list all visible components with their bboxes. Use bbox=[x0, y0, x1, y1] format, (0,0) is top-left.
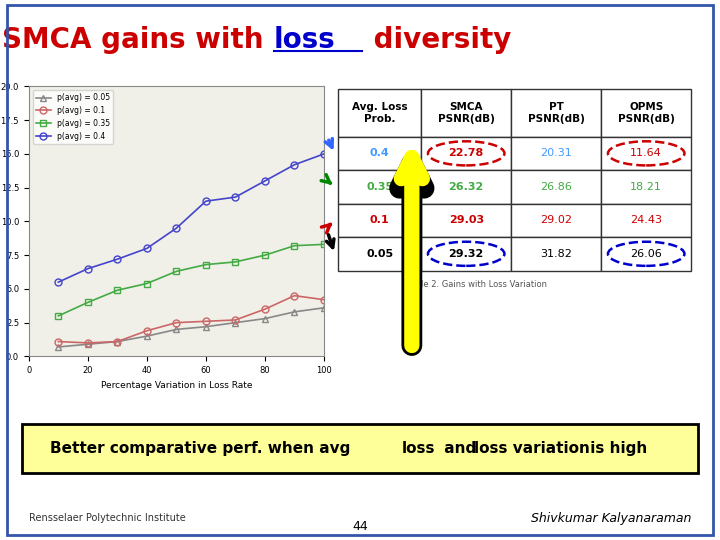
p(avg) = 0.35 bbox=[202, 261, 210, 268]
Bar bbox=[511, 170, 601, 204]
p(avg) = 0.4 bbox=[54, 279, 63, 285]
Text: 26.86: 26.86 bbox=[540, 182, 572, 192]
X-axis label: Percentage Variation in Loss Rate: Percentage Variation in Loss Rate bbox=[101, 381, 252, 390]
Line: p(avg) = 0.05: p(avg) = 0.05 bbox=[55, 305, 328, 350]
Text: diversity: diversity bbox=[364, 26, 511, 55]
p(avg) = 0.35 bbox=[54, 313, 63, 319]
Bar bbox=[22, 424, 698, 472]
p(avg) = 0.1 bbox=[231, 316, 240, 323]
Line: p(avg) = 0.35: p(avg) = 0.35 bbox=[55, 241, 328, 319]
p(avg) = 0.35 bbox=[261, 252, 269, 258]
Text: Shivkumar Kalyanaraman: Shivkumar Kalyanaraman bbox=[531, 512, 691, 525]
Text: loss variation: loss variation bbox=[474, 441, 590, 456]
Bar bbox=[338, 89, 421, 137]
Text: 31.82: 31.82 bbox=[540, 249, 572, 259]
Text: 22.78: 22.78 bbox=[449, 148, 484, 158]
p(avg) = 0.35 bbox=[290, 242, 299, 249]
Bar bbox=[511, 237, 601, 271]
Bar bbox=[338, 204, 421, 237]
Text: 26.06: 26.06 bbox=[630, 249, 662, 259]
Bar bbox=[421, 237, 511, 271]
Bar bbox=[511, 204, 601, 237]
p(avg) = 0.1 bbox=[202, 318, 210, 325]
Bar bbox=[511, 89, 601, 137]
Text: 29.02: 29.02 bbox=[540, 215, 572, 225]
Text: 29.32: 29.32 bbox=[449, 249, 484, 259]
Bar bbox=[601, 89, 691, 137]
Text: Avg. Loss
Prob.: Avg. Loss Prob. bbox=[352, 102, 408, 124]
Bar bbox=[601, 170, 691, 204]
p(avg) = 0.35 bbox=[172, 268, 181, 274]
Bar bbox=[338, 170, 421, 204]
p(avg) = 0.1 bbox=[320, 296, 328, 303]
Text: 0.05: 0.05 bbox=[366, 249, 393, 259]
Text: loss: loss bbox=[402, 441, 436, 456]
Text: Better comparative perf. when avg: Better comparative perf. when avg bbox=[50, 441, 356, 456]
p(avg) = 0.4 bbox=[231, 194, 240, 200]
p(avg) = 0.05 bbox=[202, 323, 210, 330]
p(avg) = 0.05 bbox=[84, 341, 92, 348]
p(avg) = 0.1 bbox=[143, 327, 151, 334]
Line: p(avg) = 0.1: p(avg) = 0.1 bbox=[55, 292, 328, 346]
p(avg) = 0.05 bbox=[231, 319, 240, 326]
p(avg) = 0.05 bbox=[143, 333, 151, 339]
p(avg) = 0.1 bbox=[113, 338, 122, 345]
p(avg) = 0.4 bbox=[290, 161, 299, 168]
Bar bbox=[338, 137, 421, 170]
Text: 18.21: 18.21 bbox=[630, 182, 662, 192]
Bar bbox=[601, 237, 691, 271]
p(avg) = 0.35 bbox=[143, 280, 151, 287]
Text: PT
PSNR(dB): PT PSNR(dB) bbox=[528, 102, 585, 124]
p(avg) = 0.05 bbox=[290, 308, 299, 315]
Text: 0.4: 0.4 bbox=[370, 148, 390, 158]
p(avg) = 0.35 bbox=[231, 259, 240, 265]
p(avg) = 0.4 bbox=[320, 151, 328, 157]
p(avg) = 0.05 bbox=[320, 305, 328, 311]
Bar bbox=[421, 137, 511, 170]
p(avg) = 0.35 bbox=[84, 299, 92, 306]
Text: and: and bbox=[439, 441, 482, 456]
Text: 0.1: 0.1 bbox=[370, 215, 390, 225]
Legend: p(avg) = 0.05, p(avg) = 0.1, p(avg) = 0.35, p(avg) = 0.4: p(avg) = 0.05, p(avg) = 0.1, p(avg) = 0.… bbox=[32, 90, 113, 144]
Text: 0.35: 0.35 bbox=[366, 182, 393, 192]
Bar bbox=[601, 137, 691, 170]
p(avg) = 0.4 bbox=[143, 245, 151, 252]
p(avg) = 0.05 bbox=[261, 315, 269, 322]
Bar bbox=[511, 137, 601, 170]
p(avg) = 0.1 bbox=[290, 292, 299, 299]
p(avg) = 0.1 bbox=[172, 319, 181, 326]
Bar bbox=[421, 89, 511, 137]
p(avg) = 0.05 bbox=[54, 343, 63, 350]
p(avg) = 0.4 bbox=[202, 198, 210, 204]
p(avg) = 0.1 bbox=[261, 306, 269, 312]
Text: OPMS
PSNR(dB): OPMS PSNR(dB) bbox=[618, 102, 675, 124]
Text: 24.43: 24.43 bbox=[630, 215, 662, 225]
Text: Rensselaer Polytechnic Institute: Rensselaer Polytechnic Institute bbox=[29, 514, 186, 523]
p(avg) = 0.4 bbox=[84, 265, 92, 272]
p(avg) = 0.1 bbox=[54, 338, 63, 345]
Bar bbox=[421, 170, 511, 204]
Text: 20.31: 20.31 bbox=[540, 148, 572, 158]
Text: SMCA gains with: SMCA gains with bbox=[2, 26, 274, 55]
Text: 29.03: 29.03 bbox=[449, 215, 484, 225]
p(avg) = 0.4 bbox=[261, 178, 269, 184]
p(avg) = 0.35 bbox=[113, 287, 122, 293]
p(avg) = 0.4 bbox=[172, 225, 181, 231]
Text: is high: is high bbox=[585, 441, 647, 456]
Bar bbox=[338, 237, 421, 271]
p(avg) = 0.05 bbox=[113, 338, 122, 345]
Line: p(avg) = 0.4: p(avg) = 0.4 bbox=[55, 151, 328, 286]
Text: 44: 44 bbox=[352, 520, 368, 533]
Text: loss: loss bbox=[274, 26, 336, 55]
p(avg) = 0.35 bbox=[320, 241, 328, 247]
Text: 26.32: 26.32 bbox=[449, 182, 484, 192]
Bar bbox=[421, 204, 511, 237]
p(avg) = 0.1 bbox=[84, 340, 92, 346]
Bar bbox=[601, 204, 691, 237]
p(avg) = 0.05 bbox=[172, 326, 181, 333]
Text: 11.64: 11.64 bbox=[630, 148, 662, 158]
Text: SMCA
PSNR(dB): SMCA PSNR(dB) bbox=[438, 102, 495, 124]
p(avg) = 0.4 bbox=[113, 256, 122, 262]
Text: le 2. Gains with Loss Variation: le 2. Gains with Loss Variation bbox=[421, 280, 547, 289]
